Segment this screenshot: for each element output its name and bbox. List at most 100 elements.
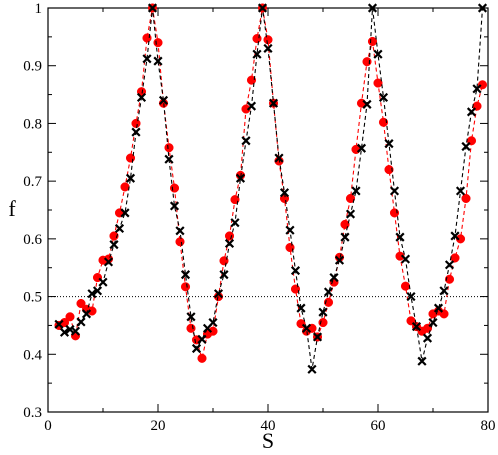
data-point <box>153 56 163 66</box>
y-tick-label: 0.5 <box>23 290 42 306</box>
data-point <box>109 231 119 241</box>
data-point <box>367 36 378 47</box>
data-point <box>472 84 482 94</box>
data-point <box>351 186 361 196</box>
x-tick-label: 0 <box>44 418 52 434</box>
data-point <box>169 183 180 193</box>
data-point <box>219 270 229 280</box>
data-point <box>208 317 218 328</box>
series-layer <box>54 3 488 374</box>
x-tick-label: 40 <box>261 418 276 434</box>
data-point <box>422 333 433 343</box>
data-point <box>213 289 224 299</box>
x-tick-label: 60 <box>371 418 386 434</box>
data-point <box>252 34 262 44</box>
data-point <box>120 182 130 192</box>
data-point <box>252 49 262 59</box>
data-point <box>411 322 422 332</box>
data-point <box>323 287 334 297</box>
data-point <box>98 277 108 287</box>
series-2 <box>54 3 488 374</box>
data-point <box>389 186 400 196</box>
data-point <box>345 209 356 219</box>
x-axis-label: S <box>262 428 274 453</box>
data-point <box>345 193 356 204</box>
data-point <box>92 286 103 296</box>
data-point <box>461 141 471 152</box>
data-point <box>131 118 141 128</box>
data-point <box>186 323 196 333</box>
data-point <box>164 143 174 153</box>
data-point <box>76 298 86 309</box>
data-point <box>109 240 119 250</box>
data-point <box>125 173 136 183</box>
data-point <box>274 153 284 163</box>
data-point <box>378 92 389 103</box>
data-point <box>65 312 75 322</box>
y-axis-label: f <box>8 196 16 221</box>
y-tick-label: 0.7 <box>23 174 42 190</box>
data-point <box>334 255 345 265</box>
x-tick-label: 80 <box>481 418 496 434</box>
data-point <box>114 223 125 234</box>
data-point <box>406 291 416 302</box>
data-point <box>246 75 257 85</box>
data-point <box>235 173 246 183</box>
data-point <box>301 323 312 333</box>
data-point <box>362 57 372 67</box>
data-point <box>318 317 328 328</box>
data-point <box>158 95 169 105</box>
data-point <box>340 232 350 242</box>
data-point <box>450 231 460 241</box>
data-point <box>455 186 466 196</box>
y-tick-label: 0.8 <box>23 116 42 132</box>
data-point <box>230 218 240 228</box>
data-point <box>433 303 444 313</box>
plot-frame <box>47 7 489 413</box>
data-point <box>263 43 273 53</box>
x-tick-label: 20 <box>151 418 166 434</box>
y-tick-label: 0.3 <box>23 405 42 421</box>
data-point <box>54 319 64 329</box>
data-point <box>81 309 92 319</box>
data-point <box>356 143 367 153</box>
data-point <box>103 257 114 267</box>
data-point <box>175 226 185 236</box>
data-point <box>395 232 405 242</box>
data-point <box>428 317 438 328</box>
data-point <box>290 266 301 276</box>
data-point <box>186 312 196 322</box>
data-point <box>208 326 218 336</box>
data-point <box>373 78 383 88</box>
data-point <box>307 364 317 374</box>
data-point <box>318 307 328 317</box>
data-point <box>362 99 372 109</box>
data-point <box>175 237 185 247</box>
plot-border <box>47 7 489 413</box>
data-point <box>191 343 202 354</box>
data-point <box>400 281 411 291</box>
data-point <box>417 356 427 366</box>
data-point <box>461 193 471 204</box>
y-tick-label: 0.4 <box>23 347 42 363</box>
series-1 <box>54 3 488 363</box>
data-point <box>241 136 251 146</box>
data-point <box>197 353 207 363</box>
data-point <box>340 219 350 229</box>
data-point <box>120 208 130 218</box>
y-tick-label: 1 <box>35 1 43 17</box>
data-point <box>224 231 235 241</box>
data-point <box>455 234 466 244</box>
data-point <box>147 3 158 13</box>
data-point <box>131 127 141 137</box>
data-point <box>439 286 449 296</box>
data-point <box>197 334 207 344</box>
data-point <box>466 107 477 117</box>
data-point <box>164 154 174 164</box>
data-point <box>329 272 339 283</box>
data-point <box>76 317 86 327</box>
y-tick-label: 0.9 <box>23 59 42 75</box>
data-point <box>169 201 180 211</box>
data-point <box>312 332 323 342</box>
